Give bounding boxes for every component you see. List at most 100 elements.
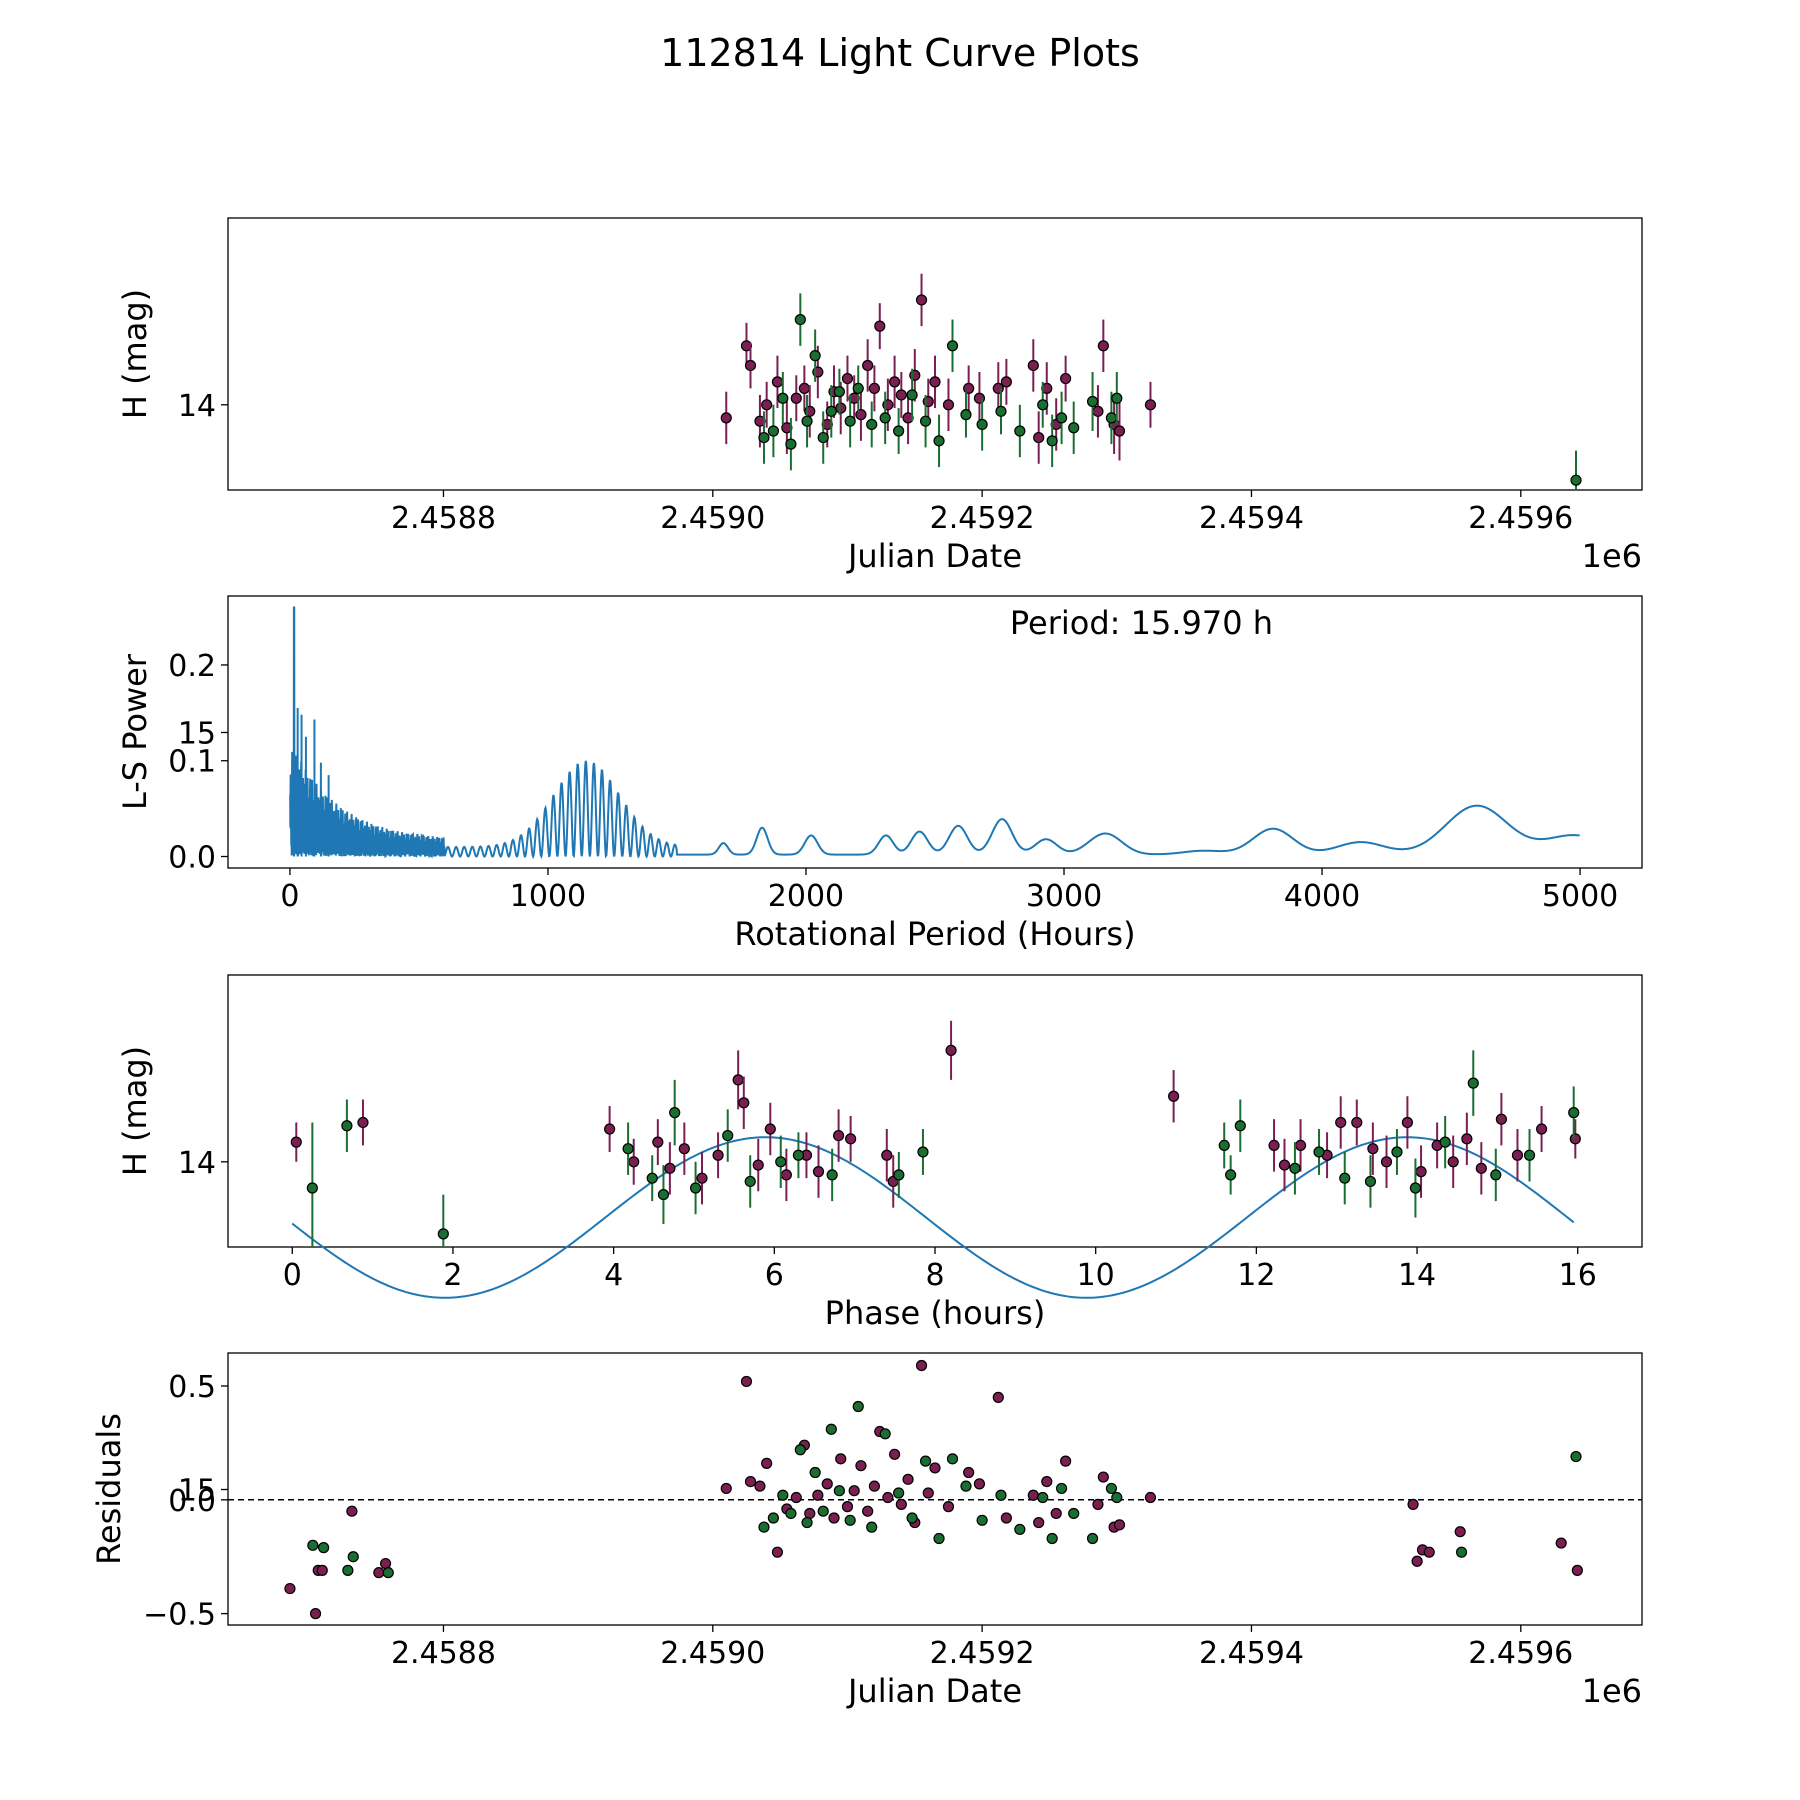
residuals-data-point bbox=[868, 1480, 881, 1492]
phased-data-point bbox=[374, 1344, 384, 1354]
lightcurve-data-point bbox=[767, 425, 780, 437]
phased-data-point bbox=[1511, 1149, 1524, 1161]
residuals-data-point bbox=[1041, 1476, 1053, 1488]
lightcurve-panel: 2.4588 2.4590 2.4592 2.4594 2.4596 15 14 Julian… bbox=[116, 217, 1643, 752]
residuals-y-tick-label: 0.0 bbox=[168, 1484, 216, 1519]
lightcurve-data-point bbox=[1455, 580, 1465, 590]
phased-data-point bbox=[780, 1169, 792, 1181]
residuals-data-point bbox=[1086, 1532, 1099, 1545]
phased-data-point bbox=[917, 1146, 929, 1158]
residuals-data-point bbox=[794, 1444, 806, 1456]
phased-data-point bbox=[1447, 1156, 1459, 1168]
phased-data-point bbox=[1439, 1136, 1451, 1148]
lightcurve-data-point bbox=[1412, 583, 1422, 593]
residuals-data-point bbox=[373, 1567, 385, 1579]
lightcurve-data-point bbox=[893, 425, 905, 437]
phased-x-tick-label: 8 bbox=[925, 1258, 944, 1293]
residuals-y-axis-label: Residuals bbox=[90, 1413, 128, 1565]
lightcurve-data-point bbox=[862, 359, 874, 372]
phased-data-point bbox=[1523, 1149, 1536, 1161]
periodogram-y-tick-label: 0.0 bbox=[168, 841, 216, 876]
phased-data-point bbox=[628, 1156, 640, 1168]
lightcurve-data-point bbox=[720, 412, 732, 424]
residuals-data-point bbox=[1050, 1507, 1062, 1520]
phased-data-point bbox=[752, 1159, 764, 1171]
lightcurve-data-point bbox=[1092, 405, 1104, 417]
phased-data-point bbox=[1234, 1120, 1246, 1132]
lightcurve-data-point bbox=[919, 415, 932, 427]
phased-data-point bbox=[764, 1123, 776, 1135]
lightcurve-data-point bbox=[1027, 359, 1039, 372]
residuals-data-point bbox=[825, 1423, 837, 1435]
lightcurve-data-point bbox=[906, 389, 918, 401]
lightcurve-data-point bbox=[995, 405, 1007, 417]
residuals-data-point bbox=[973, 1478, 986, 1490]
lightcurve-data-point bbox=[976, 418, 988, 431]
residuals-x-tick-label: 2.4588 bbox=[391, 1636, 496, 1671]
residuals-data-point bbox=[960, 1480, 972, 1492]
lightcurve-data-point bbox=[817, 431, 829, 444]
phased-data-point bbox=[657, 1188, 670, 1201]
periodogram-y-tick-label: 0.2 bbox=[168, 649, 216, 684]
residuals-data-point bbox=[893, 1487, 905, 1499]
residuals-marks bbox=[284, 1359, 1583, 1620]
phased-data-point bbox=[1278, 1159, 1291, 1171]
lightcurve-data-point bbox=[915, 294, 928, 306]
lightcurve-data-point bbox=[879, 412, 891, 424]
residuals-data-point bbox=[1000, 1512, 1012, 1524]
residuals-data-point bbox=[963, 1466, 975, 1479]
residuals-data-point bbox=[812, 1489, 824, 1501]
lightcurve-data-point bbox=[1097, 340, 1109, 352]
lightcurve-data-point bbox=[1037, 399, 1049, 411]
lightcurve-data-point bbox=[319, 587, 329, 597]
phased-data-point bbox=[696, 1172, 708, 1184]
residuals-data-point bbox=[915, 1359, 928, 1372]
lightcurve-data-point bbox=[801, 415, 813, 427]
lightcurve-y-tick-label: 14 bbox=[178, 389, 216, 424]
lightcurve-marks bbox=[319, 273, 1582, 597]
lightcurve-data-point bbox=[785, 438, 797, 450]
residuals-data-point bbox=[307, 1539, 319, 1551]
residuals-data-point bbox=[1014, 1523, 1026, 1536]
lightcurve-plot-area bbox=[227, 217, 1643, 491]
period-annotation: Period: 15.970 h bbox=[1010, 604, 1273, 642]
lightcurve-data-point bbox=[895, 389, 907, 401]
lightcurve-data-point bbox=[866, 418, 878, 431]
phased-data-point bbox=[452, 1308, 462, 1318]
lightcurve-data-point bbox=[825, 405, 837, 417]
phased-data-point bbox=[1268, 1139, 1280, 1152]
phased-panel: 0 2 4 6 8 10 12 14 16 15 14 Phase (hours) H (mag) bbox=[116, 974, 1643, 1509]
lightcurve-data-point bbox=[833, 386, 845, 398]
periodogram-x-tick-label: 5000 bbox=[1542, 879, 1618, 914]
periodogram-plot-area bbox=[227, 595, 1643, 869]
residuals-data-point bbox=[1055, 1482, 1068, 1495]
phased-data-point bbox=[341, 1120, 353, 1132]
periodogram-x-tick-label: 2000 bbox=[768, 879, 844, 914]
phased-marks bbox=[290, 1020, 1581, 1354]
phased-data-point bbox=[1351, 1116, 1363, 1129]
residuals-data-point bbox=[1105, 1482, 1118, 1495]
lightcurve-data-point bbox=[946, 340, 959, 352]
phased-data-point bbox=[744, 1175, 756, 1188]
residuals-data-point bbox=[919, 1455, 932, 1467]
residuals-data-point bbox=[347, 1551, 359, 1563]
lightcurve-x-tick-label: 2.4596 bbox=[1468, 501, 1573, 536]
phased-plot-area bbox=[227, 974, 1643, 1248]
lightcurve-x-tick-label: 2.4592 bbox=[930, 501, 1035, 536]
lightcurve-x-offset-label: 1e6 bbox=[1582, 537, 1642, 575]
phased-data-point bbox=[1294, 1139, 1307, 1152]
residuals-x-axis-label: Julian Date bbox=[846, 1672, 1022, 1710]
residuals-data-point bbox=[754, 1480, 766, 1492]
phased-data-point bbox=[1127, 1294, 1137, 1304]
residuals-data-point bbox=[1570, 1450, 1582, 1463]
residuals-data-point bbox=[1060, 1455, 1072, 1467]
residuals-data-point bbox=[1571, 1564, 1583, 1576]
lightcurve-data-point bbox=[1086, 395, 1099, 408]
phased-data-point bbox=[689, 1182, 702, 1194]
phased-data-point bbox=[652, 1136, 664, 1148]
phased-data-point bbox=[646, 1172, 658, 1184]
residuals-x-tick-label: 2.4590 bbox=[660, 1636, 765, 1671]
residuals-data-point bbox=[852, 1400, 864, 1413]
phased-data-point bbox=[738, 1097, 750, 1109]
